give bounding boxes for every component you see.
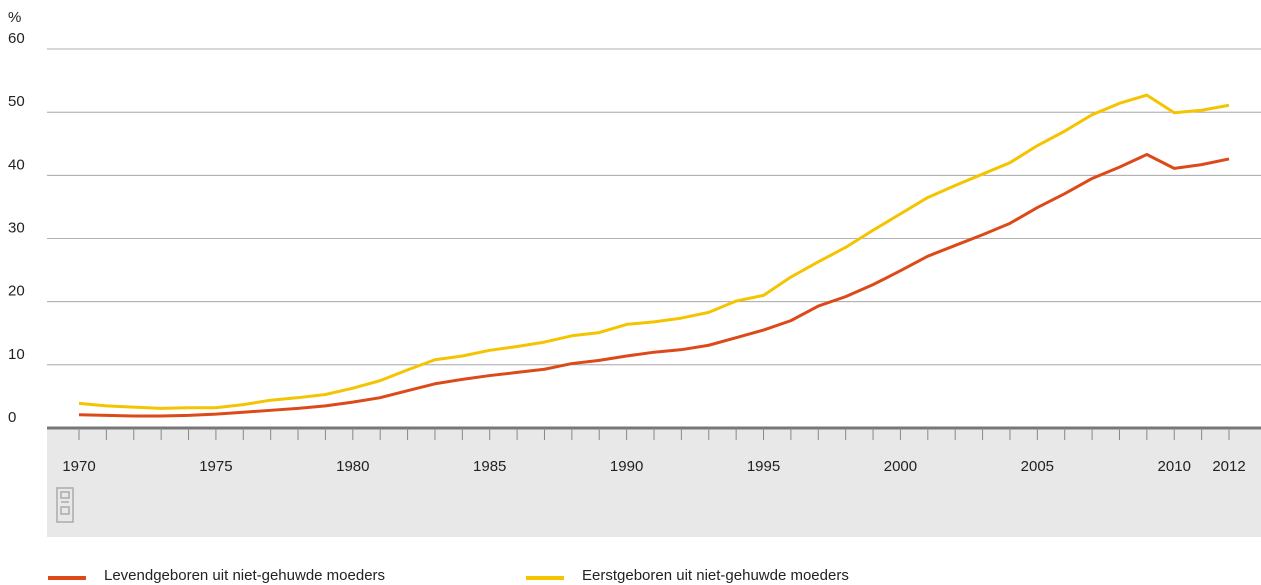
y-tick-label: 30 xyxy=(8,219,25,236)
y-tick-label: 0 xyxy=(8,409,16,426)
x-tick-label: 1990 xyxy=(610,458,643,475)
x-tick-label: 2010 xyxy=(1158,458,1191,475)
x-tick-label: 2005 xyxy=(1021,458,1054,475)
x-tick-label: 2000 xyxy=(884,458,917,475)
x-tick-label: 1980 xyxy=(336,458,369,475)
y-tick-label: 50 xyxy=(8,93,25,110)
x-tick-label: 1985 xyxy=(473,458,506,475)
y-unit-label: % xyxy=(8,9,21,26)
logo xyxy=(56,487,74,523)
x-tick-label: 2012 xyxy=(1212,458,1245,475)
y-tick-label: 20 xyxy=(8,283,25,300)
x-tick-label: 1975 xyxy=(199,458,232,475)
x-tick-label: 1995 xyxy=(747,458,780,475)
legend-label: Eerstgeboren uit niet-gehuwde moeders xyxy=(582,567,849,584)
y-tick-label: 60 xyxy=(8,30,25,47)
series-line xyxy=(78,152,1230,418)
axis-band xyxy=(47,428,1261,537)
y-tick-label: 10 xyxy=(8,346,25,363)
legend-label: Levendgeboren uit niet-gehuwde moeders xyxy=(104,567,385,584)
x-tick-label: 1970 xyxy=(62,458,95,475)
y-tick-label: 40 xyxy=(8,156,25,173)
series-line xyxy=(78,93,1230,410)
